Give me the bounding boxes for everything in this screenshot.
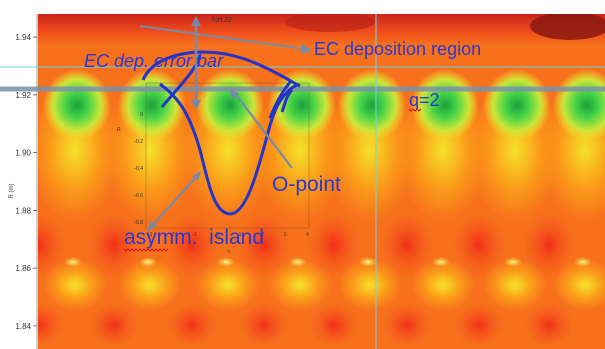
- heatmap-red-lobe: [38, 213, 65, 277]
- heatmap-green-lobe: [43, 69, 111, 141]
- y-tick-label: 1.90: [15, 149, 31, 158]
- inset-x-tick-label: 2: [261, 232, 264, 238]
- inset-bottom-label: c: [228, 249, 231, 255]
- heatmap-red-lobe: [168, 303, 216, 347]
- heatmap-field: [38, 14, 605, 349]
- y-tick-label: 1.94: [15, 33, 31, 42]
- arrowhead: [191, 100, 201, 110]
- asymmetry-arrow: [150, 175, 198, 228]
- heatmap-green-lobe: [118, 69, 186, 141]
- inset-side-label: R: [117, 127, 121, 133]
- heatmap-red-lobe: [453, 213, 505, 277]
- heatmap-red-lobe: [88, 213, 140, 277]
- heatmap-red-lobe: [310, 303, 358, 347]
- heatmap-lobe: [553, 259, 605, 311]
- heatmap-red-lobe: [523, 213, 575, 277]
- heatmap-lobe: [118, 259, 182, 311]
- inset-x-tick-label: -2: [170, 232, 175, 238]
- arrowhead: [191, 16, 201, 26]
- y-tick-label: 1.84: [15, 322, 31, 331]
- spellcheck-squiggle: [123, 248, 169, 252]
- heatmap-green-lobe: [196, 69, 264, 141]
- heatmap-green-lobe: [483, 69, 551, 141]
- inset-y-tick-label: -0.8: [134, 220, 143, 226]
- top-hotspot: [285, 14, 375, 32]
- arrowhead: [230, 87, 239, 99]
- heatmap-red-lobe: [38, 303, 63, 347]
- annotation-o-point: O-point: [272, 173, 341, 196]
- top-hotspot: [530, 14, 605, 40]
- heatmap-red-lobe: [240, 303, 288, 347]
- heatmap-pale-spot: [574, 257, 592, 267]
- heatmap-green-lobe: [338, 69, 406, 141]
- inset-x-tick-label: -1: [193, 232, 198, 238]
- inset-y-tick-label: -0.2: [134, 139, 143, 145]
- y-tick-label: 1.92: [15, 91, 31, 100]
- island-separatrix: [159, 82, 299, 216]
- heatmap-red-lobe: [455, 303, 503, 347]
- heatmap-lobe: [411, 259, 475, 311]
- y-axis-ticks: 1.94 1.92 1.90 1.88 1.86 1.84: [15, 33, 37, 331]
- island-separatrix: [268, 81, 292, 119]
- island-separatrix: [160, 54, 202, 108]
- o-point-arrow: [233, 91, 293, 169]
- heatmap-lobe: [268, 259, 332, 311]
- axis-panel: [0, 0, 38, 349]
- heatmap-red-lobe: [383, 303, 431, 347]
- annotation-q2: q=2: [409, 90, 440, 110]
- heatmap-lobe: [196, 259, 260, 311]
- y-tick-label: 1.88: [15, 206, 31, 215]
- arrowhead: [192, 171, 201, 181]
- heatmap-red-lobe: [525, 303, 573, 347]
- heatmap-lobe: [338, 259, 402, 311]
- heatmap-red-lobe: [381, 213, 433, 277]
- annotation-ec-deposition-region: EC deposition region: [314, 39, 481, 59]
- chart-title: fort.22: [212, 17, 232, 24]
- inset-x-tick-label: -3: [148, 232, 153, 238]
- inset-frame: [145, 82, 310, 229]
- heatmap-lobe: [43, 259, 107, 311]
- heatmap-red-lobe: [90, 303, 138, 347]
- heatmap-red-lobe: [166, 213, 218, 277]
- inset-y-tick-label: 0: [140, 112, 143, 118]
- arrowhead: [302, 44, 312, 54]
- inset-x-tick-label: 1: [239, 232, 242, 238]
- annotation-asymm-island: asymm. island: [124, 226, 264, 249]
- heatmap-pale-spot: [432, 257, 450, 267]
- inset-x-tick-label: 4: [306, 232, 309, 238]
- heatmap-pale-spot: [359, 257, 377, 267]
- inset-x-tick-label: 0: [216, 232, 219, 238]
- heatmap-pale-spot: [289, 257, 307, 267]
- inset-x-tick-label: 3: [284, 232, 287, 238]
- heatmap-pale-spot: [217, 257, 235, 267]
- inset-y-tick-label: -0.6: [134, 193, 143, 199]
- annotation-ec-error-bar: EC dep. error bar: [84, 51, 224, 71]
- heatmap-pale-spot: [139, 257, 157, 267]
- y-tick-label: 1.86: [15, 264, 31, 273]
- deposition-region-arrow: [139, 25, 306, 50]
- heatmap-lobe: [483, 259, 547, 311]
- heatmap-pale-spot: [64, 257, 82, 267]
- island-separatrix: [280, 88, 294, 113]
- inset-y-tick-label: -0.4: [134, 166, 143, 172]
- inset-axes: fort.22 0-0.2-0.4-0.6-0.8 -3 -2 -1 0 1 2 3 4 R …: [117, 17, 310, 255]
- y-axis-label: R (m): [9, 184, 15, 199]
- arrowhead: [147, 221, 157, 232]
- annotation-arrows: [139, 16, 312, 232]
- spellcheck-squiggle: [408, 108, 422, 112]
- heatmap-red-lobe: [238, 213, 290, 277]
- island-separatrix: [141, 50, 301, 88]
- heatmap-pale-spot: [504, 257, 522, 267]
- heatmap-red-lobe: [308, 213, 360, 277]
